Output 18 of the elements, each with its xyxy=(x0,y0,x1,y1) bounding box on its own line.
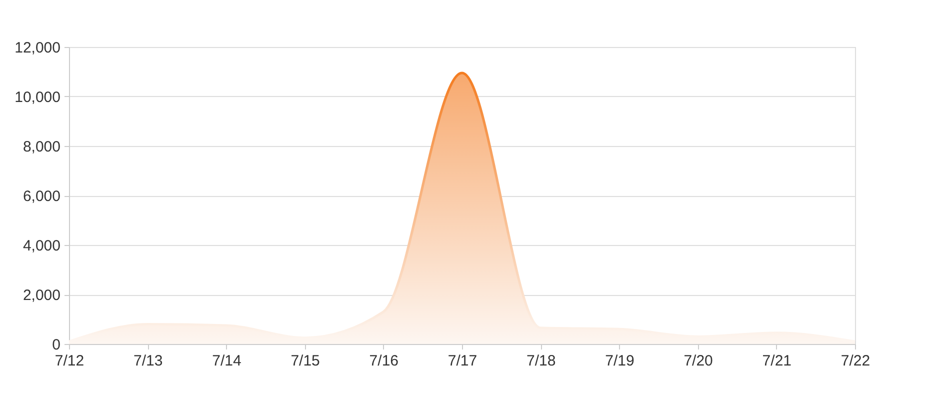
y-tick-label: 10,000 xyxy=(14,89,60,106)
y-tick-label: 12,000 xyxy=(14,40,60,56)
x-tick-label: 7/13 xyxy=(134,352,163,370)
y-tick-label: 2,000 xyxy=(22,287,60,304)
x-tick-label: 7/17 xyxy=(448,352,478,370)
x-tick-label: 7/14 xyxy=(212,352,242,370)
x-tick-label: 7/21 xyxy=(762,352,792,370)
y-tick-label: 6,000 xyxy=(22,188,60,205)
x-tick-label: 7/16 xyxy=(369,352,398,370)
x-tick-label: 7/15 xyxy=(290,352,320,370)
y-tick-label: 0 xyxy=(52,336,60,354)
x-tick-label: 7/19 xyxy=(605,352,634,370)
x-tick-label: 7/12 xyxy=(54,352,84,370)
y-tick-label: 4,000 xyxy=(22,238,60,254)
x-tick-label: 7/22 xyxy=(840,352,870,370)
x-tick-label: 7/20 xyxy=(684,352,713,370)
x-tick-label: 7/18 xyxy=(526,352,556,370)
y-tick-label: 8,000 xyxy=(22,138,60,156)
